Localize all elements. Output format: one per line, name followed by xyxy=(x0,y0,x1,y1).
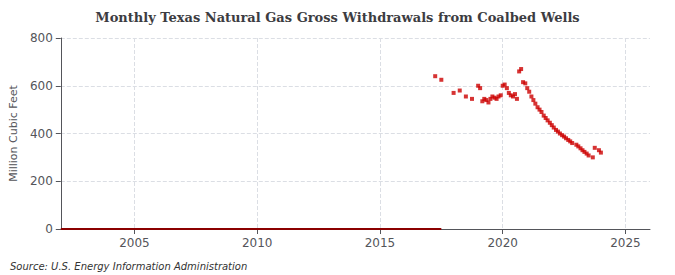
svg-text:0: 0 xyxy=(45,222,53,236)
svg-text:800: 800 xyxy=(30,31,53,45)
svg-text:2020: 2020 xyxy=(487,236,518,250)
svg-text:400: 400 xyxy=(30,127,53,141)
svg-text:200: 200 xyxy=(30,174,53,188)
svg-text:2005: 2005 xyxy=(119,236,150,250)
svg-text:2015: 2015 xyxy=(365,236,396,250)
svg-text:Million Cubic Feet: Million Cubic Feet xyxy=(7,84,20,181)
svg-text:Source: U.S. Energy Informatio: Source: U.S. Energy Information Administ… xyxy=(10,261,247,272)
svg-text:600: 600 xyxy=(30,79,53,93)
svg-text:Monthly Texas Natural Gas Gros: Monthly Texas Natural Gas Gross Withdraw… xyxy=(95,10,579,25)
svg-text:2010: 2010 xyxy=(242,236,273,250)
svg-text:2025: 2025 xyxy=(610,236,641,250)
